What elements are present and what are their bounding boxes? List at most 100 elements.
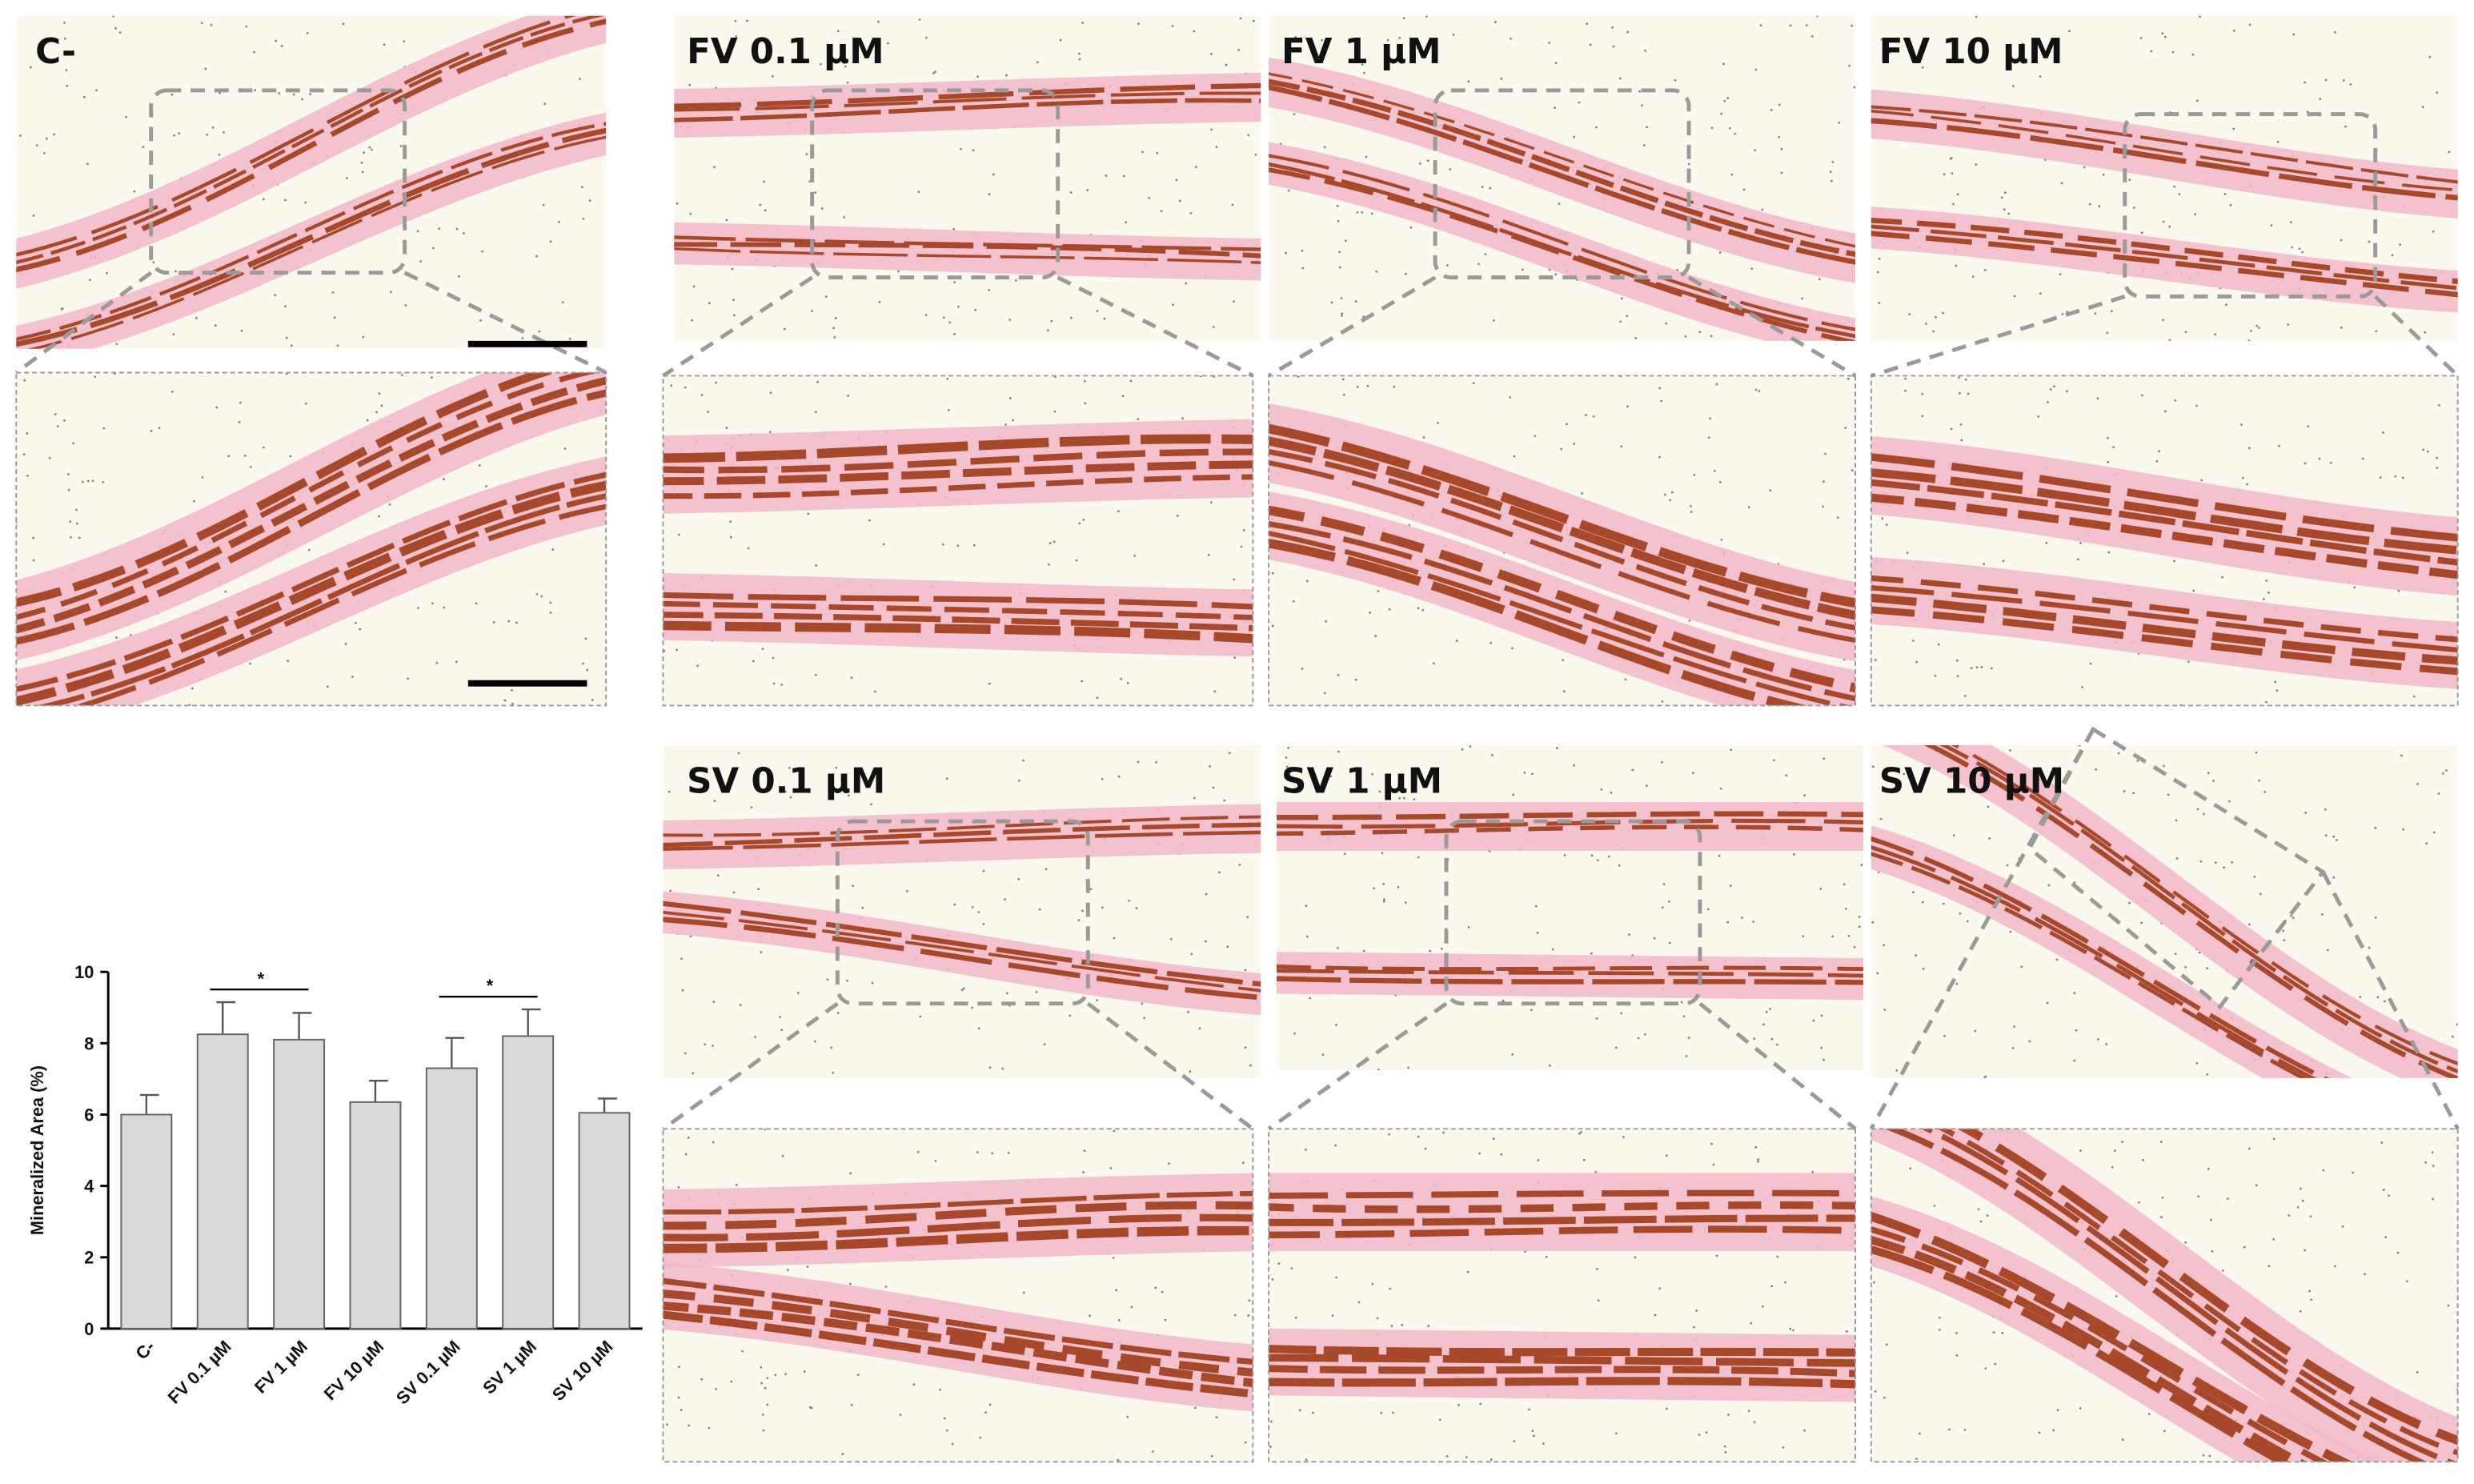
cell bbox=[1634, 1256, 1637, 1259]
cell bbox=[1642, 144, 1646, 146]
cell bbox=[1822, 505, 1824, 508]
cell bbox=[2384, 1000, 2386, 1003]
cell bbox=[580, 186, 583, 189]
cell bbox=[2075, 1029, 2078, 1032]
cell bbox=[32, 215, 35, 217]
cell bbox=[274, 294, 277, 296]
cell bbox=[72, 442, 74, 445]
bar bbox=[196, 1033, 249, 1330]
roi-box bbox=[1433, 88, 1691, 280]
cell bbox=[1294, 35, 1297, 38]
cell bbox=[1858, 916, 1861, 918]
cell bbox=[1723, 99, 1726, 102]
zoom-frame bbox=[1870, 1128, 2459, 1463]
cell bbox=[1305, 1148, 1307, 1151]
cell bbox=[174, 270, 177, 273]
cell bbox=[2396, 1251, 2400, 1254]
cell bbox=[66, 84, 69, 87]
cell bbox=[2291, 246, 2293, 249]
cell bbox=[1176, 515, 1179, 517]
mineral-strand bbox=[1269, 1354, 1855, 1367]
cell bbox=[586, 668, 589, 672]
cell bbox=[2240, 423, 2243, 427]
cell bbox=[988, 193, 991, 195]
cell bbox=[1081, 680, 1084, 683]
tissue-band bbox=[1269, 57, 1855, 283]
cell bbox=[712, 1141, 715, 1144]
cell bbox=[1383, 898, 1385, 900]
cell bbox=[1381, 852, 1384, 855]
cell bbox=[1240, 545, 1243, 548]
cell bbox=[2426, 450, 2429, 453]
cell bbox=[1990, 667, 1993, 670]
cell bbox=[2288, 1214, 2291, 1217]
cell bbox=[941, 543, 944, 546]
cell bbox=[1369, 611, 1372, 614]
cell bbox=[1658, 1287, 1662, 1290]
cell bbox=[2102, 173, 2105, 176]
cell bbox=[988, 682, 991, 685]
cell bbox=[1803, 794, 1806, 797]
cell bbox=[1778, 135, 1781, 138]
cell bbox=[2447, 1304, 2450, 1307]
cell bbox=[1937, 643, 1940, 646]
cell bbox=[443, 478, 445, 480]
cell bbox=[1624, 678, 1627, 681]
cell bbox=[206, 134, 209, 136]
cell bbox=[1536, 932, 1539, 934]
cell bbox=[1494, 21, 1497, 23]
cell bbox=[1362, 949, 1365, 953]
cell bbox=[1244, 969, 1247, 972]
cell bbox=[762, 1429, 765, 1432]
cell bbox=[188, 704, 191, 706]
panel-label: FV 1 µM bbox=[1281, 32, 1441, 72]
cell bbox=[833, 335, 836, 339]
cell bbox=[2247, 339, 2251, 341]
cell bbox=[67, 488, 70, 491]
cell bbox=[759, 203, 762, 207]
cell bbox=[215, 406, 219, 409]
cell bbox=[814, 673, 817, 676]
cell bbox=[2140, 394, 2143, 397]
cell bbox=[371, 148, 373, 151]
cell bbox=[1089, 888, 1093, 891]
cell bbox=[284, 199, 287, 202]
cell bbox=[1137, 22, 1140, 26]
cell bbox=[1822, 757, 1826, 760]
cell bbox=[507, 620, 511, 623]
cell bbox=[2096, 397, 2099, 400]
cell bbox=[1337, 750, 1340, 753]
mineral-strand bbox=[1269, 521, 1855, 702]
cell bbox=[1309, 997, 1311, 1000]
cell bbox=[1390, 1325, 1393, 1327]
cell bbox=[1069, 1014, 1072, 1017]
cell bbox=[972, 149, 975, 152]
cell bbox=[1838, 121, 1841, 124]
cell bbox=[852, 884, 854, 888]
cell bbox=[403, 40, 406, 43]
mineral-strand bbox=[1269, 1345, 1855, 1357]
cell bbox=[2400, 754, 2403, 757]
cell bbox=[2202, 1454, 2205, 1457]
zoom-connector bbox=[2373, 295, 2460, 378]
mineral-strand bbox=[1939, 744, 2458, 1073]
cell bbox=[86, 162, 89, 165]
cell bbox=[1305, 1458, 1308, 1461]
cell bbox=[766, 1377, 769, 1379]
cell bbox=[1563, 854, 1566, 856]
cell bbox=[2416, 1370, 2419, 1374]
cell bbox=[2079, 1149, 2082, 1152]
cell bbox=[1842, 883, 1846, 886]
cell bbox=[2206, 967, 2209, 970]
cell bbox=[771, 75, 774, 78]
cell bbox=[1046, 329, 1049, 332]
cell bbox=[2227, 1197, 2229, 1200]
cell bbox=[680, 957, 683, 961]
cell bbox=[1806, 24, 1808, 26]
cell bbox=[1038, 908, 1041, 911]
cell bbox=[1492, 1137, 1495, 1141]
cell bbox=[1955, 264, 1958, 267]
cell bbox=[1586, 22, 1589, 26]
cell bbox=[2009, 749, 2011, 752]
cell bbox=[1335, 1276, 1338, 1279]
